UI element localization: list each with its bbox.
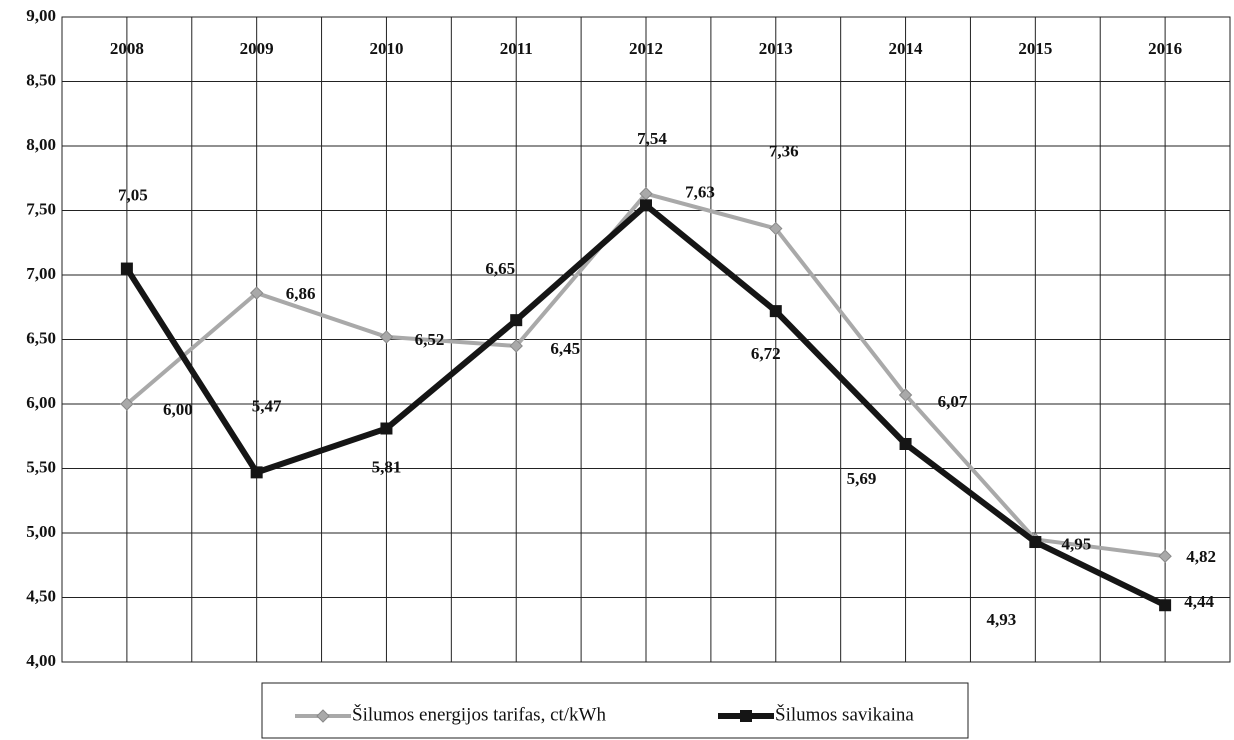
marker [769,305,782,318]
marker [1158,549,1172,563]
x-tick-label: 2008 [110,39,144,58]
marker [120,397,134,411]
marker [640,199,652,212]
data-label: 6,00 [163,400,193,419]
y-tick-label: 4,50 [26,586,56,605]
data-label: 5,81 [372,457,402,476]
marker [510,314,523,327]
x-tick-label: 2016 [1148,39,1182,58]
y-tick-label: 5,50 [26,457,56,476]
data-label: 6,65 [485,259,515,278]
y-tick-label: 6,00 [26,393,56,412]
y-tick-label: 4,00 [26,651,56,670]
marker [120,262,133,275]
y-tick-label: 8,50 [26,70,56,89]
legend-label: Šilumos savikaina [775,703,914,725]
marker [740,710,752,722]
plot-frame [61,16,1231,663]
marker [380,422,393,435]
y-tick-label: 7,50 [26,199,56,218]
y-tick-label: 8,00 [26,135,56,154]
marker [898,388,913,402]
data-label: 7,05 [118,185,148,204]
data-label: 4,93 [986,610,1016,629]
marker [899,437,912,450]
data-label: 6,45 [550,339,580,358]
marker [379,330,394,344]
data-label: 7,54 [637,129,667,148]
x-tick-label: 2012 [629,39,663,58]
marker [1159,599,1172,612]
data-label: 4,95 [1061,534,1091,553]
y-tick-label: 5,00 [26,522,56,541]
data-label: 6,72 [751,344,781,363]
marker [249,286,264,300]
marker [1029,536,1042,549]
x-tick-label: 2015 [1018,39,1052,58]
x-tick-label: 2010 [369,39,403,58]
marker [250,466,263,479]
x-tick-label: 2014 [889,39,924,58]
x-tick-label: 2011 [500,39,533,58]
legend-label: Šilumos energijos tarifas, ct/kWh [352,703,606,725]
x-tick-label: 2013 [759,39,793,58]
marker [316,709,330,723]
data-label: 6,07 [938,392,968,411]
data-label: 5,47 [252,396,282,415]
data-label: 6,52 [415,330,445,349]
x-tick-label: 2009 [240,39,274,58]
data-label: 7,36 [769,141,799,160]
marker [509,339,523,353]
y-tick-label: 9,00 [26,6,56,25]
data-label: 5,69 [847,469,877,488]
data-label: 6,86 [286,284,316,303]
y-tick-label: 6,50 [26,328,56,347]
data-label: 4,82 [1186,547,1216,566]
data-label: 7,63 [685,183,715,202]
marker [769,221,783,236]
data-label: 4,44 [1184,592,1214,611]
legend-box [261,682,969,739]
y-tick-label: 7,00 [26,264,56,283]
